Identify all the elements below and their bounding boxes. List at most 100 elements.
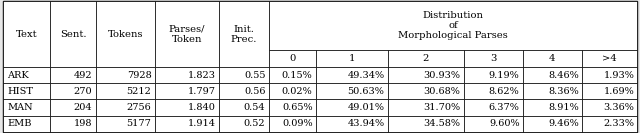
Bar xyxy=(3,116,50,132)
Text: 4: 4 xyxy=(549,54,556,63)
Bar xyxy=(156,83,219,99)
Text: 3.36%: 3.36% xyxy=(604,103,634,112)
Bar xyxy=(219,1,269,67)
Text: 5212: 5212 xyxy=(127,87,152,96)
Bar xyxy=(156,67,219,83)
Bar xyxy=(523,50,582,67)
Text: 9.46%: 9.46% xyxy=(548,119,579,128)
Text: 1.823: 1.823 xyxy=(188,71,216,80)
Text: 0.54: 0.54 xyxy=(244,103,266,112)
Bar xyxy=(219,83,269,99)
Text: 34.58%: 34.58% xyxy=(424,119,460,128)
Text: 0.15%: 0.15% xyxy=(282,71,312,80)
Text: 1: 1 xyxy=(348,54,355,63)
Bar xyxy=(463,83,523,99)
Text: 0.65%: 0.65% xyxy=(282,103,312,112)
Text: 198: 198 xyxy=(74,119,92,128)
Bar xyxy=(582,83,637,99)
Bar xyxy=(96,1,156,67)
Text: 0: 0 xyxy=(289,54,296,63)
Text: 1.93%: 1.93% xyxy=(604,71,634,80)
Text: 0.52: 0.52 xyxy=(244,119,266,128)
Text: 9.19%: 9.19% xyxy=(489,71,520,80)
Text: Tokens: Tokens xyxy=(108,30,143,39)
Text: 49.01%: 49.01% xyxy=(348,103,385,112)
Text: 0.55: 0.55 xyxy=(244,71,266,80)
Text: 204: 204 xyxy=(74,103,92,112)
Text: 9.60%: 9.60% xyxy=(489,119,520,128)
Text: 2.33%: 2.33% xyxy=(604,119,634,128)
Text: 2: 2 xyxy=(422,54,429,63)
Bar xyxy=(463,116,523,132)
Text: Init.
Prec.: Init. Prec. xyxy=(231,25,257,44)
Text: 7928: 7928 xyxy=(127,71,152,80)
Bar xyxy=(316,116,388,132)
Bar xyxy=(219,99,269,116)
Bar xyxy=(3,99,50,116)
Text: HIST: HIST xyxy=(7,87,33,96)
Bar xyxy=(316,50,388,67)
Text: 2756: 2756 xyxy=(127,103,152,112)
Text: 30.68%: 30.68% xyxy=(424,87,460,96)
Text: 5177: 5177 xyxy=(127,119,152,128)
Bar xyxy=(463,50,523,67)
Bar xyxy=(523,83,582,99)
Bar xyxy=(269,83,316,99)
Text: Parses/
Token: Parses/ Token xyxy=(169,25,205,44)
Bar xyxy=(388,99,463,116)
Bar xyxy=(463,99,523,116)
Bar xyxy=(463,67,523,83)
Bar xyxy=(219,67,269,83)
Bar xyxy=(269,67,316,83)
Text: >4: >4 xyxy=(602,54,617,63)
Bar xyxy=(388,67,463,83)
Text: 0.56: 0.56 xyxy=(244,87,266,96)
Bar xyxy=(50,116,96,132)
Bar xyxy=(582,50,637,67)
Bar xyxy=(388,116,463,132)
Bar xyxy=(523,99,582,116)
Text: MAN: MAN xyxy=(7,103,33,112)
Bar xyxy=(582,67,637,83)
Bar xyxy=(219,116,269,132)
Text: 270: 270 xyxy=(74,87,92,96)
Bar xyxy=(3,83,50,99)
Bar xyxy=(388,83,463,99)
Text: 8.62%: 8.62% xyxy=(489,87,520,96)
Text: 31.70%: 31.70% xyxy=(423,103,460,112)
Text: 6.37%: 6.37% xyxy=(489,103,520,112)
Bar xyxy=(96,116,156,132)
Bar xyxy=(269,50,316,67)
Text: 43.94%: 43.94% xyxy=(348,119,385,128)
Bar xyxy=(156,99,219,116)
Text: 1.797: 1.797 xyxy=(188,87,216,96)
Bar xyxy=(269,116,316,132)
Bar xyxy=(50,99,96,116)
Bar xyxy=(50,83,96,99)
Bar xyxy=(3,1,50,67)
Text: 492: 492 xyxy=(74,71,92,80)
Text: 8.91%: 8.91% xyxy=(548,103,579,112)
Bar xyxy=(316,67,388,83)
Bar xyxy=(316,83,388,99)
Text: 1.914: 1.914 xyxy=(188,119,216,128)
Text: Sent.: Sent. xyxy=(60,30,86,39)
Text: 0.09%: 0.09% xyxy=(282,119,312,128)
Bar xyxy=(3,67,50,83)
Text: 49.34%: 49.34% xyxy=(348,71,385,80)
Bar xyxy=(582,116,637,132)
Bar xyxy=(269,99,316,116)
Bar xyxy=(50,67,96,83)
Bar xyxy=(96,99,156,116)
Text: 1.840: 1.840 xyxy=(188,103,216,112)
Text: 3: 3 xyxy=(490,54,497,63)
Text: EMB: EMB xyxy=(7,119,31,128)
Bar xyxy=(582,99,637,116)
Bar xyxy=(523,116,582,132)
Text: 8.46%: 8.46% xyxy=(548,71,579,80)
Bar xyxy=(316,99,388,116)
Bar xyxy=(388,50,463,67)
Text: Distribution
of
Morphological Parses: Distribution of Morphological Parses xyxy=(398,11,508,40)
Bar xyxy=(156,1,219,67)
Bar xyxy=(156,116,219,132)
